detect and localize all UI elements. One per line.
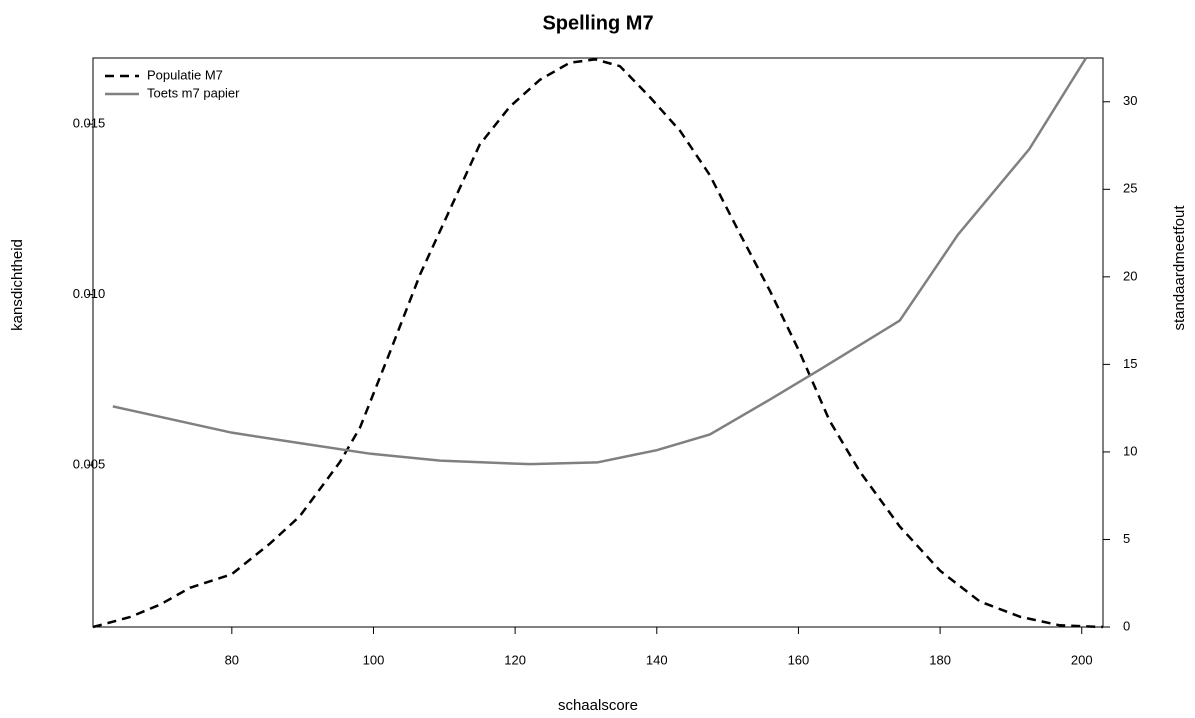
y-tick-label: 0.015 [73, 116, 106, 131]
x-tick-label: 140 [646, 652, 668, 667]
y-tick-label: 0.005 [73, 456, 106, 471]
y-tick-label: 0.010 [73, 286, 106, 301]
legend-label: Toets m7 papier [147, 85, 240, 100]
y2-tick-label: 10 [1123, 443, 1137, 458]
x-tick-label: 80 [225, 652, 239, 667]
x-axis-title: schaalscore [558, 697, 638, 714]
y2-tick-label: 20 [1123, 268, 1137, 283]
y2-tick-label: 25 [1123, 181, 1137, 196]
y2-tick-label: 30 [1123, 93, 1137, 108]
y2-tick-label: 15 [1123, 356, 1137, 371]
x-tick-label: 200 [1071, 652, 1093, 667]
x-tick-label: 100 [363, 652, 385, 667]
x-tick-label: 120 [504, 652, 526, 667]
legend-label: Populatie M7 [147, 67, 223, 82]
y-axis-title: kansdichtheid [9, 239, 26, 331]
y2-tick-label: 0 [1123, 618, 1130, 633]
line-series [112, 57, 1088, 466]
x-tick-label: 180 [929, 652, 951, 667]
y2-axis-title: standaardmeetfout [1171, 205, 1188, 331]
x-tick-label: 160 [788, 652, 810, 667]
chart-title: Spelling M7 [542, 12, 653, 34]
line-series [92, 58, 1104, 629]
y2-tick-label: 5 [1123, 531, 1130, 546]
plot-frame [92, 57, 1104, 628]
